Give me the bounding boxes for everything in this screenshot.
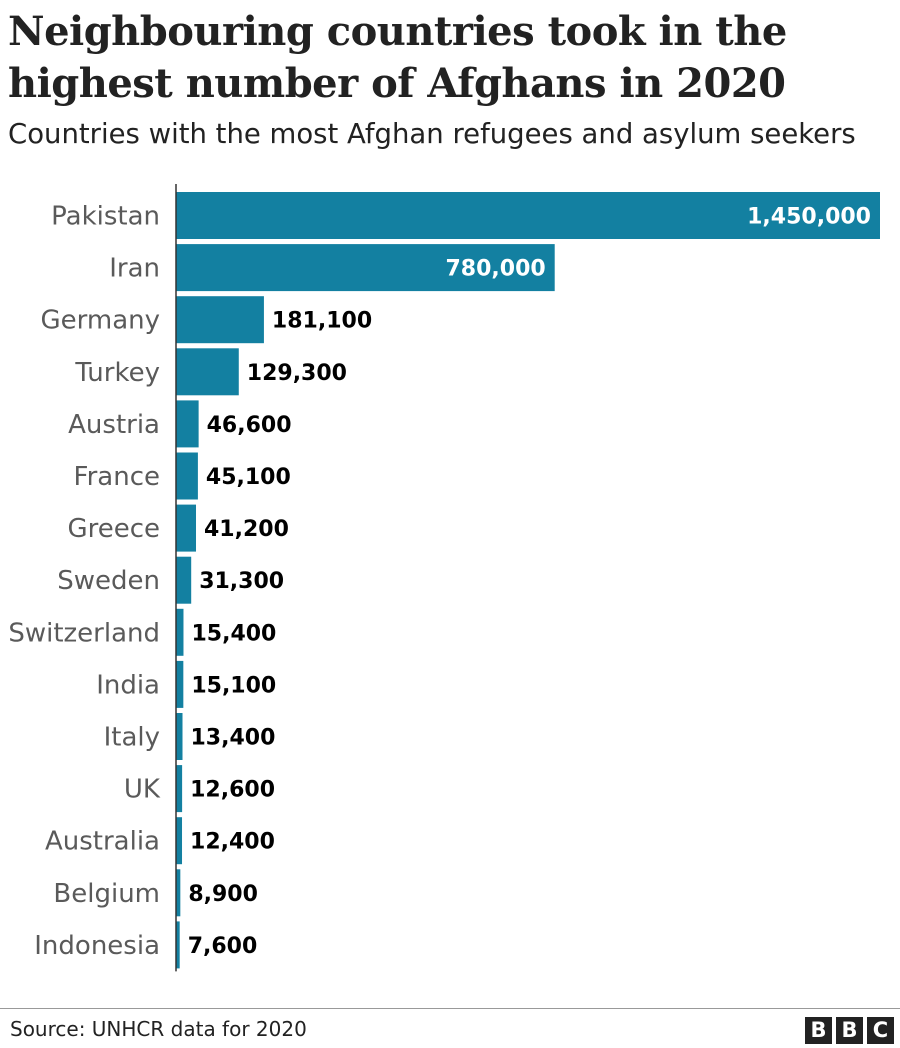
bar-greece bbox=[176, 504, 197, 552]
value-label-uk: 12,600 bbox=[190, 778, 275, 803]
category-label-germany: Germany bbox=[40, 306, 160, 336]
value-label-austria: 46,600 bbox=[207, 413, 292, 438]
value-label-germany: 181,100 bbox=[272, 309, 372, 334]
category-label-austria: Austria bbox=[68, 410, 160, 440]
value-label-australia: 12,400 bbox=[190, 830, 275, 855]
category-label-france: France bbox=[74, 462, 160, 492]
value-label-india: 15,100 bbox=[191, 673, 276, 698]
bar-indonesia bbox=[176, 921, 180, 969]
value-label-turkey: 129,300 bbox=[247, 361, 347, 386]
bar-iran bbox=[176, 244, 555, 292]
bar-switzerland bbox=[176, 608, 184, 656]
category-label-belgium: Belgium bbox=[53, 879, 160, 909]
source-note: Source: UNHCR data for 2020 bbox=[10, 1017, 307, 1041]
bar-chart: Pakistan 1,450,000 Iran 780,000 Germany 181,1… bbox=[8, 184, 880, 972]
logo-letter-b1: B bbox=[805, 1017, 832, 1044]
bbc-logo: B B C bbox=[805, 1017, 894, 1044]
bar-australia bbox=[176, 817, 183, 865]
bar-sweden bbox=[176, 556, 192, 604]
bar-italy bbox=[176, 713, 183, 760]
category-label-italy: Italy bbox=[104, 723, 160, 753]
footer-divider bbox=[0, 1008, 900, 1009]
logo-letter-c: C bbox=[867, 1017, 894, 1044]
category-label-iran: Iran bbox=[109, 254, 160, 284]
category-label-pakistan: Pakistan bbox=[51, 202, 160, 232]
value-label-italy: 13,400 bbox=[191, 726, 276, 751]
bar-turkey bbox=[176, 348, 239, 396]
value-label-france: 45,100 bbox=[206, 465, 291, 490]
value-label-greece: 41,200 bbox=[204, 517, 289, 542]
bar-belgium bbox=[176, 869, 181, 917]
value-label-indonesia: 7,600 bbox=[188, 934, 258, 959]
value-label-pakistan: 1,450,000 bbox=[747, 205, 871, 230]
bar-france bbox=[176, 452, 198, 500]
category-label-uk: UK bbox=[124, 775, 161, 805]
value-label-belgium: 8,900 bbox=[188, 882, 258, 907]
value-label-sweden: 31,300 bbox=[199, 569, 284, 594]
bar-india bbox=[176, 660, 184, 708]
chart-title: Neighbouring countries took in the highe… bbox=[8, 8, 787, 107]
bar-pakistan bbox=[176, 192, 880, 239]
bar-uk bbox=[176, 765, 183, 813]
category-label-turkey: Turkey bbox=[74, 358, 160, 388]
category-label-greece: Greece bbox=[67, 514, 160, 544]
bar-germany bbox=[176, 296, 264, 344]
category-label-india: India bbox=[96, 670, 160, 700]
value-label-iran: 780,000 bbox=[446, 257, 546, 282]
category-label-indonesia: Indonesia bbox=[34, 931, 160, 961]
bar-austria bbox=[176, 400, 199, 448]
category-label-switzerland: Switzerland bbox=[8, 618, 160, 648]
category-label-sweden: Sweden bbox=[57, 566, 160, 596]
chart-subtitle: Countries with the most Afghan refugees … bbox=[8, 118, 856, 150]
value-label-switzerland: 15,400 bbox=[191, 621, 276, 646]
logo-letter-b2: B bbox=[836, 1017, 863, 1044]
category-label-australia: Australia bbox=[45, 827, 160, 857]
